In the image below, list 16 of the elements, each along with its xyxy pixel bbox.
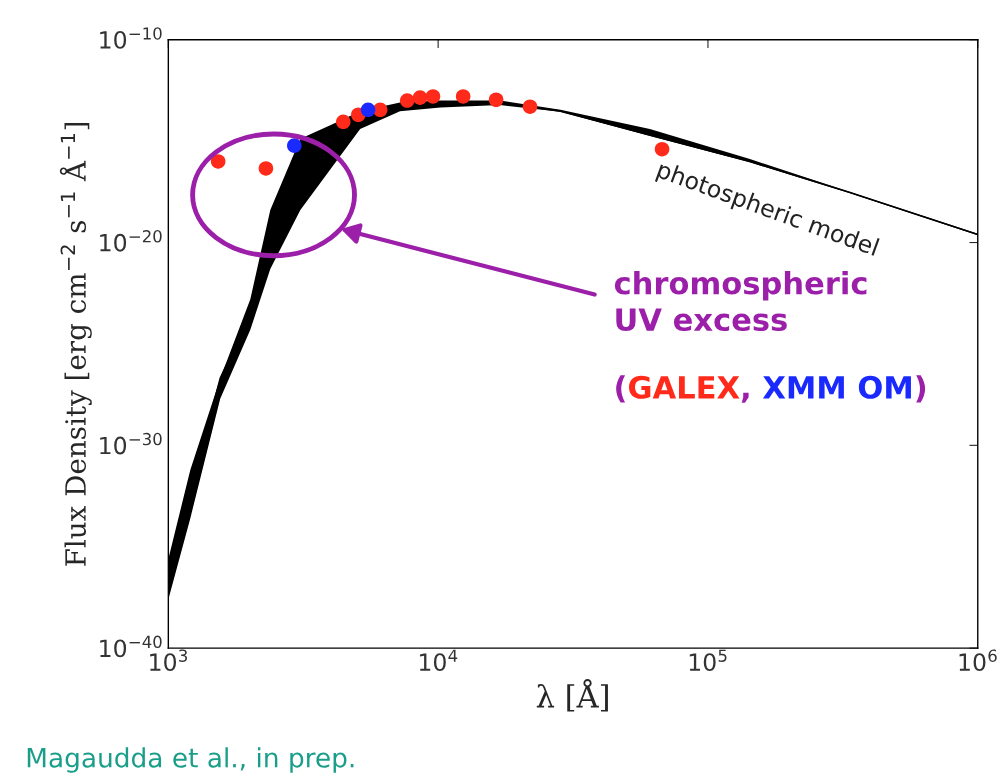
annotation: ( (616, 375, 626, 403)
y-tick-label: 10$^{−30}$ (100, 432, 162, 455)
x-tick-label: 10$^{4}$ (419, 649, 458, 672)
x-axis-title: λ [Å] (536, 679, 608, 712)
y-tick-label: 10$^{−10}$ (100, 27, 162, 49)
x-tick-label: 10$^{5}$ (689, 649, 727, 672)
y-tick-label: 10$^{−20}$ (100, 230, 162, 252)
annotation: , (741, 392, 749, 403)
annotation: ) (916, 375, 926, 403)
x-tick-label: 10$^{6}$ (959, 649, 997, 672)
text: Magaudda et al., in prep. (27, 747, 354, 773)
annotation: UV excess (616, 308, 787, 332)
text: GALEX (629, 375, 740, 399)
y-axis-title: Flux Density [erg cm$^{−2}$ s$^{−1}$ Å$^{−1}$] (59, 122, 92, 566)
annotation: chromospheric (614, 270, 867, 301)
text: XMM OM (762, 375, 911, 399)
